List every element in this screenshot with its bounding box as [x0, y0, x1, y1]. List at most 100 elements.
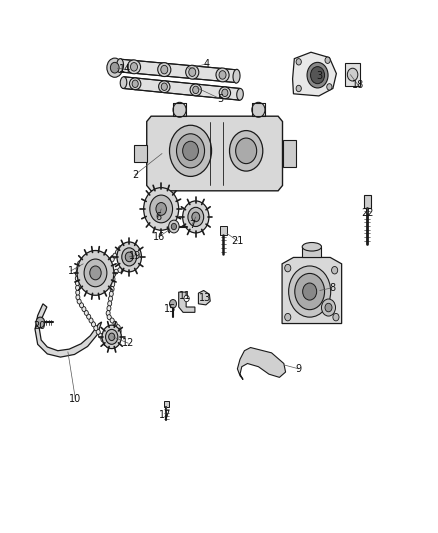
Text: 9: 9: [296, 364, 302, 374]
Ellipse shape: [121, 266, 126, 271]
Polygon shape: [364, 195, 371, 208]
Ellipse shape: [216, 68, 229, 82]
Circle shape: [125, 252, 133, 262]
Polygon shape: [120, 59, 237, 83]
Ellipse shape: [117, 333, 120, 339]
Circle shape: [307, 62, 328, 88]
Text: 4: 4: [204, 59, 210, 69]
Ellipse shape: [118, 268, 122, 272]
Ellipse shape: [132, 262, 137, 266]
Ellipse shape: [110, 291, 113, 297]
Circle shape: [170, 125, 212, 176]
Ellipse shape: [233, 69, 240, 83]
Ellipse shape: [84, 310, 88, 316]
Text: 3: 3: [317, 71, 323, 80]
Circle shape: [131, 62, 138, 71]
Ellipse shape: [75, 271, 79, 276]
Circle shape: [296, 85, 301, 92]
Ellipse shape: [137, 255, 141, 261]
Polygon shape: [198, 290, 210, 305]
Ellipse shape: [114, 269, 118, 274]
Text: 12: 12: [122, 338, 134, 348]
Ellipse shape: [302, 243, 321, 251]
Circle shape: [327, 84, 332, 90]
Circle shape: [289, 266, 331, 317]
Circle shape: [156, 203, 166, 215]
Ellipse shape: [125, 245, 129, 249]
Polygon shape: [179, 292, 195, 312]
Circle shape: [77, 251, 114, 295]
Ellipse shape: [133, 248, 137, 253]
Ellipse shape: [136, 260, 139, 264]
Circle shape: [333, 313, 339, 321]
Ellipse shape: [101, 259, 106, 264]
Circle shape: [110, 62, 119, 73]
Text: 10: 10: [69, 394, 81, 403]
Circle shape: [192, 212, 200, 222]
Circle shape: [193, 86, 199, 94]
Circle shape: [222, 89, 228, 96]
Ellipse shape: [110, 257, 114, 262]
Ellipse shape: [108, 301, 112, 306]
Ellipse shape: [190, 84, 201, 96]
Circle shape: [347, 68, 358, 81]
Ellipse shape: [76, 266, 80, 272]
Circle shape: [303, 283, 317, 300]
Polygon shape: [302, 247, 321, 257]
Polygon shape: [220, 226, 227, 235]
Text: 22: 22: [362, 208, 374, 218]
Circle shape: [230, 131, 263, 171]
Circle shape: [109, 333, 115, 341]
Ellipse shape: [114, 342, 118, 346]
Circle shape: [285, 264, 291, 272]
Ellipse shape: [110, 286, 114, 292]
Ellipse shape: [96, 329, 100, 334]
Ellipse shape: [94, 326, 98, 330]
Circle shape: [325, 57, 330, 63]
Ellipse shape: [92, 259, 97, 264]
Ellipse shape: [107, 314, 111, 320]
Circle shape: [219, 71, 226, 79]
Polygon shape: [123, 77, 240, 100]
Ellipse shape: [92, 322, 95, 327]
Ellipse shape: [84, 259, 89, 264]
Text: 14: 14: [119, 64, 131, 74]
Ellipse shape: [130, 78, 141, 90]
Polygon shape: [237, 348, 286, 379]
Ellipse shape: [112, 272, 116, 277]
Ellipse shape: [135, 251, 139, 255]
Text: 16: 16: [153, 232, 165, 241]
Circle shape: [321, 299, 336, 316]
Circle shape: [171, 223, 177, 230]
Ellipse shape: [101, 337, 105, 342]
Ellipse shape: [89, 318, 93, 323]
Polygon shape: [345, 63, 360, 86]
Ellipse shape: [88, 259, 93, 264]
Text: 5: 5: [217, 94, 223, 103]
Circle shape: [177, 134, 205, 168]
Ellipse shape: [110, 318, 114, 323]
Ellipse shape: [252, 102, 265, 117]
Text: 19: 19: [129, 251, 141, 261]
Text: 18: 18: [352, 80, 364, 90]
Circle shape: [122, 248, 137, 266]
Ellipse shape: [113, 321, 117, 326]
Circle shape: [236, 138, 257, 164]
Ellipse shape: [117, 59, 124, 72]
Circle shape: [295, 273, 325, 310]
Ellipse shape: [127, 60, 141, 74]
Ellipse shape: [129, 246, 133, 251]
Text: 6: 6: [155, 213, 162, 222]
Circle shape: [161, 66, 168, 74]
Text: 8: 8: [329, 283, 335, 293]
Ellipse shape: [76, 290, 80, 295]
Polygon shape: [293, 52, 336, 96]
Circle shape: [144, 188, 179, 230]
Ellipse shape: [80, 259, 85, 264]
Ellipse shape: [116, 249, 120, 255]
Ellipse shape: [99, 333, 102, 338]
Polygon shape: [134, 145, 147, 162]
Ellipse shape: [117, 328, 121, 334]
Circle shape: [325, 303, 332, 312]
Text: 2: 2: [132, 170, 138, 180]
